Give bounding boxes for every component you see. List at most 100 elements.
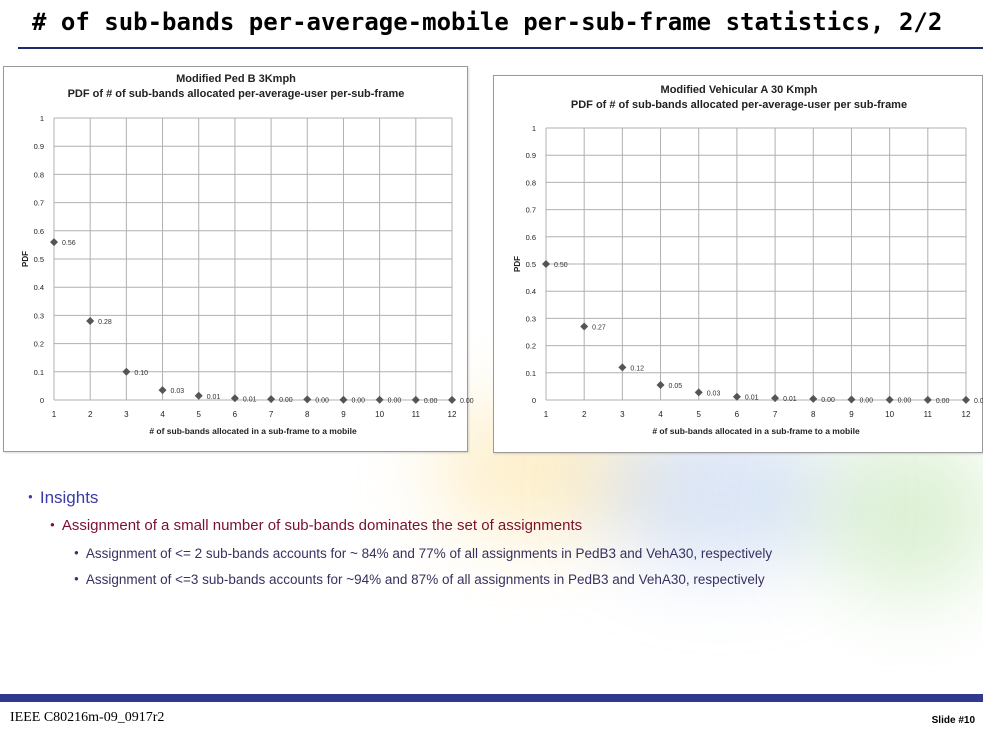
x-tick-label: 4	[160, 410, 165, 419]
x-tick-label: 11	[412, 410, 421, 419]
y-tick-label: 0.4	[34, 283, 44, 292]
background-glow-green	[820, 430, 983, 600]
data-point-marker	[50, 238, 58, 247]
x-tick-label: 8	[305, 410, 310, 419]
data-label: 0.00	[936, 398, 950, 405]
data-label: 0.03	[707, 390, 721, 397]
chart-panel-pedb3: Modified Ped B 3Kmph PDF of # of sub-band…	[3, 66, 474, 452]
y-axis-label: PDF	[21, 251, 30, 267]
data-label: 0.01	[783, 396, 797, 403]
insights-section: ● Insights ● Assignment of a small number …	[28, 488, 978, 598]
data-point-marker	[580, 322, 589, 331]
data-point-marker	[267, 395, 276, 404]
x-tick-label: 6	[233, 410, 238, 419]
y-tick-label: 0.9	[34, 142, 44, 151]
data-point-marker	[303, 395, 312, 404]
data-label: 0.00	[388, 398, 402, 405]
y-tick-label: 0.8	[34, 170, 44, 179]
y-tick-label: 0.7	[526, 206, 536, 215]
data-point-marker	[411, 395, 420, 404]
slide-title-area: # of sub-bands per-average-mobile per-su…	[0, 0, 983, 48]
slide-number: Slide #10	[931, 715, 975, 726]
data-label: 0.00	[974, 398, 983, 405]
x-tick-label: 2	[88, 410, 93, 419]
slide-title: # of sub-bands per-average-mobile per-su…	[32, 8, 943, 36]
chart-subtitle: PDF of # of sub-bands allocated per-aver…	[68, 88, 405, 100]
insight-subpoint-row: ● Assignment of <=3 sub-bands accounts fo…	[74, 572, 978, 587]
data-point-marker	[122, 367, 131, 376]
insight-subpoint: Assignment of <= 2 sub-bands accounts fo…	[85, 546, 773, 561]
data-point-marker	[448, 395, 456, 404]
chart-veha30: Modified Vehicular A 30 Kmph PDF of # of …	[513, 84, 983, 436]
y-tick-label: 0.7	[34, 199, 44, 208]
x-tick-label: 5	[197, 410, 202, 419]
y-tick-label: 0.8	[526, 178, 536, 187]
y-tick-label: 0.4	[526, 287, 536, 296]
data-point-marker	[618, 363, 627, 372]
y-tick-label: 0.5	[34, 255, 44, 264]
x-tick-label: 8	[811, 410, 816, 419]
data-label: 0.01	[745, 395, 759, 402]
bullet-icon: ●	[74, 547, 79, 557]
chart-title: Modified Ped B 3Kmph	[176, 73, 296, 85]
data-label: 0.05	[669, 383, 683, 390]
y-tick-label: 0	[40, 396, 44, 405]
data-label: 0.01	[207, 394, 221, 401]
data-point-marker	[656, 381, 665, 390]
data-point-marker	[732, 392, 741, 401]
data-point-marker	[542, 260, 550, 268]
data-label: 0.00	[821, 397, 835, 404]
insight-subpoint-row: ● Assignment of <= 2 sub-bands accounts f…	[74, 546, 978, 561]
data-label: 0.00	[460, 398, 474, 405]
x-tick-label: 12	[448, 410, 457, 419]
y-tick-label: 1	[532, 124, 536, 133]
y-tick-label: 0	[532, 396, 536, 405]
y-tick-label: 0.6	[526, 233, 536, 242]
data-label: 0.00	[898, 398, 912, 405]
data-label: 0.00	[351, 398, 365, 405]
data-label: 0.28	[98, 319, 112, 326]
y-tick-label: 0.2	[34, 340, 44, 349]
data-label: 0.50	[554, 262, 568, 269]
data-label: 0.00	[859, 397, 873, 404]
data-label: 0.10	[134, 370, 148, 377]
data-label: 0.12	[630, 365, 644, 372]
y-tick-label: 0.9	[526, 151, 536, 160]
x-axis-label: # of sub-bands allocated in a sub-frame …	[652, 426, 860, 436]
data-label: 0.00	[424, 398, 438, 405]
y-tick-label: 0.5	[526, 260, 536, 269]
x-tick-label: 10	[375, 410, 384, 419]
y-tick-label: 0.1	[34, 368, 44, 377]
data-label: 0.27	[592, 325, 606, 332]
x-tick-label: 3	[124, 410, 129, 419]
data-point-marker	[809, 394, 818, 403]
data-point-marker	[694, 388, 703, 397]
x-tick-label: 3	[620, 410, 625, 419]
data-point-marker	[86, 317, 95, 326]
x-tick-label: 12	[962, 410, 971, 419]
x-tick-label: 11	[924, 410, 933, 419]
data-label: 0.56	[62, 240, 76, 247]
data-point-marker	[923, 395, 932, 404]
data-point-marker	[962, 395, 970, 404]
chart-panel-veha30: Modified Vehicular A 30 Kmph PDF of # of …	[493, 75, 983, 453]
insights-heading-row: ● Insights	[28, 488, 978, 508]
data-label: 0.03	[171, 388, 185, 395]
insight-point-row: ● Assignment of a small number of sub-ban…	[50, 517, 978, 534]
x-tick-label: 6	[735, 410, 740, 419]
bullet-icon: ●	[28, 492, 33, 502]
data-point-marker	[375, 395, 384, 404]
chart-pedb3: Modified Ped B 3Kmph PDF of # of sub-band…	[21, 73, 474, 436]
y-tick-label: 0.2	[526, 342, 536, 351]
insight-subpoint: Assignment of <=3 sub-bands accounts for…	[85, 572, 765, 587]
x-tick-label: 4	[658, 410, 663, 419]
footer-bar	[0, 694, 983, 702]
data-label: 0.01	[243, 396, 257, 403]
data-point-marker	[339, 395, 348, 404]
footer-document-id: IEEE C80216m-09_0917r2	[10, 710, 165, 725]
data-point-marker	[885, 395, 894, 404]
insights-heading: Insights	[39, 488, 99, 507]
bullet-icon: ●	[50, 519, 55, 529]
x-tick-label: 7	[773, 410, 778, 419]
x-tick-label: 10	[885, 410, 894, 419]
